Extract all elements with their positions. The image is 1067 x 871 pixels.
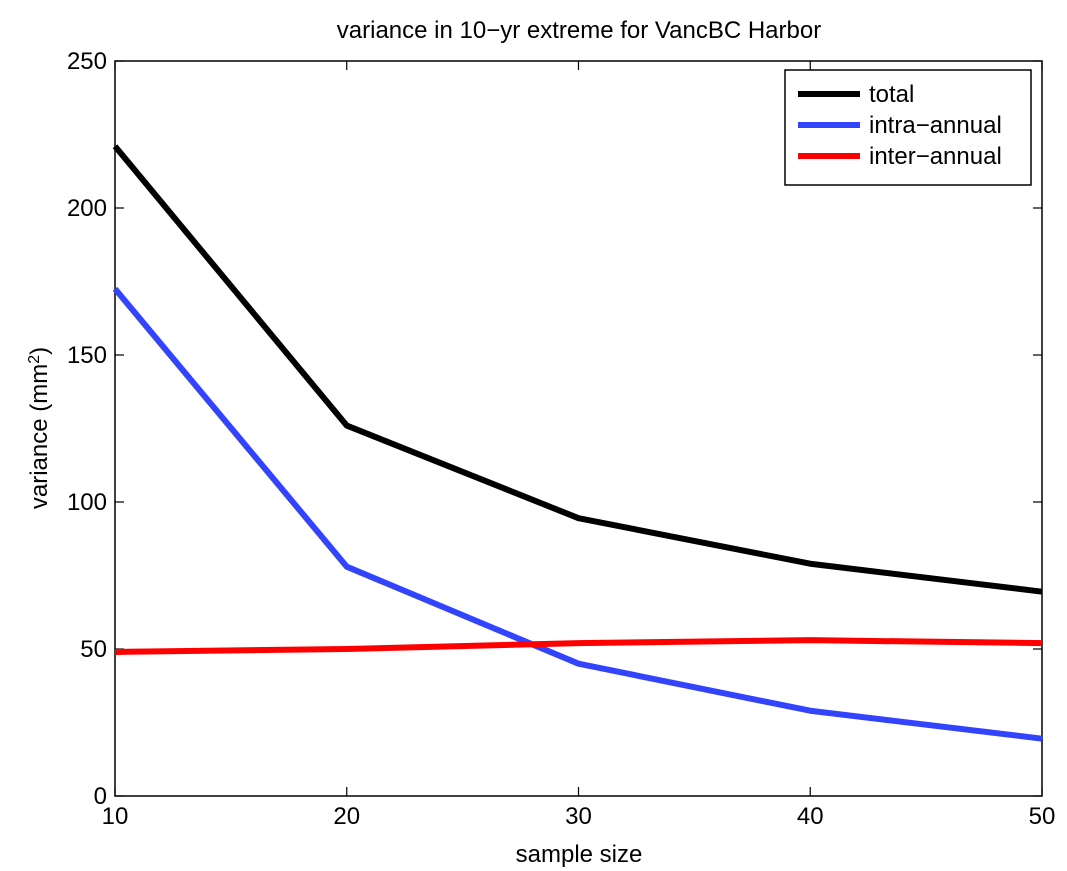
y-tick-label: 150 [67,342,107,369]
y-tick-label: 200 [67,195,107,222]
x-tick-label: 20 [333,803,360,830]
y-tick-label: 50 [80,636,107,663]
legend-label-0: total [869,81,914,108]
x-tick-label: 50 [1029,803,1056,830]
series-line-1 [112,286,1043,742]
y-axis-label-superscript: 2 [26,355,43,364]
y-axis-label-main: variance (mm [26,364,53,509]
y-tick-label: 250 [67,48,107,75]
x-tick-label: 30 [565,803,592,830]
legend-label-2: inter−annual [869,143,1002,170]
x-tick-label: 10 [102,803,129,830]
x-axis: 10 20 30 40 50 [102,61,1056,830]
y-tick-label: 100 [67,489,107,516]
y-axis-label: variance (mm2) [26,347,54,509]
y-axis: 0 50 100 150 200 250 [67,48,1042,810]
x-tick-label: 40 [797,803,824,830]
y-axis-label-close: ) [26,347,53,355]
y-tick-label: 0 [94,783,107,810]
x-axis-label: sample size [516,841,643,868]
series-line-2 [114,637,1043,655]
legend: total intra−annual inter−annual [784,69,1032,186]
legend-label-1: intra−annual [869,112,1002,139]
series-group [112,144,1043,742]
series-line-0 [112,144,1043,595]
chart-title: variance in 10−yr extreme for VancBC Har… [337,17,821,44]
